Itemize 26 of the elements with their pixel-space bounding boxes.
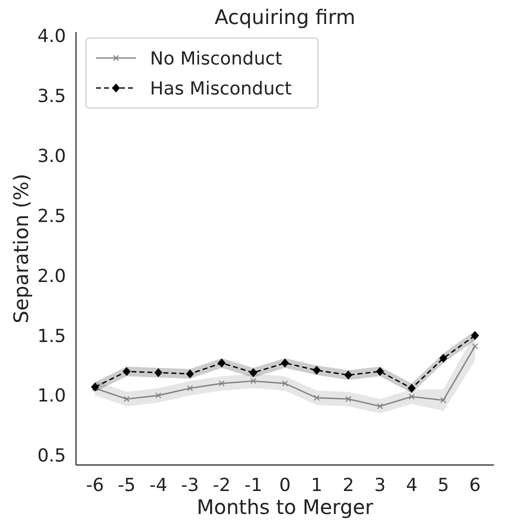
x-axis-title: Months to Merger bbox=[196, 495, 374, 519]
y-tick-label: 3.5 bbox=[37, 86, 66, 107]
y-tick-label: 2.5 bbox=[37, 206, 66, 227]
x-tick-label: -4 bbox=[149, 475, 168, 496]
y-axis-title: Separation (%) bbox=[9, 174, 33, 324]
x-tick-label: -5 bbox=[118, 475, 136, 496]
x-tick-label: 2 bbox=[342, 475, 354, 496]
y-tick-label: 2.0 bbox=[37, 266, 66, 287]
y-tick-label: 0.5 bbox=[37, 446, 66, 467]
x-tick-label: -3 bbox=[181, 475, 199, 496]
legend-label: Has Misconduct bbox=[150, 78, 292, 100]
y-tick-label: 1.5 bbox=[37, 326, 66, 347]
x-tick-label: 3 bbox=[374, 475, 386, 496]
x-tick-label: 0 bbox=[279, 475, 291, 496]
x-tick-label: 5 bbox=[438, 475, 450, 496]
x-tick-label: -2 bbox=[212, 475, 231, 496]
y-tick-label: 4.0 bbox=[37, 26, 66, 47]
y-tick-label: 3.0 bbox=[37, 146, 66, 167]
x-tick-label: -6 bbox=[86, 475, 104, 496]
x-tick-label: 6 bbox=[469, 475, 481, 496]
x-tick-label: 4 bbox=[406, 475, 418, 496]
x-tick-label: 1 bbox=[310, 475, 322, 496]
legend-label: No Misconduct bbox=[150, 48, 282, 70]
chart-title: Acquiring firm bbox=[214, 5, 356, 29]
x-tick-label: -1 bbox=[244, 475, 262, 496]
y-tick-label: 1.0 bbox=[37, 386, 66, 407]
